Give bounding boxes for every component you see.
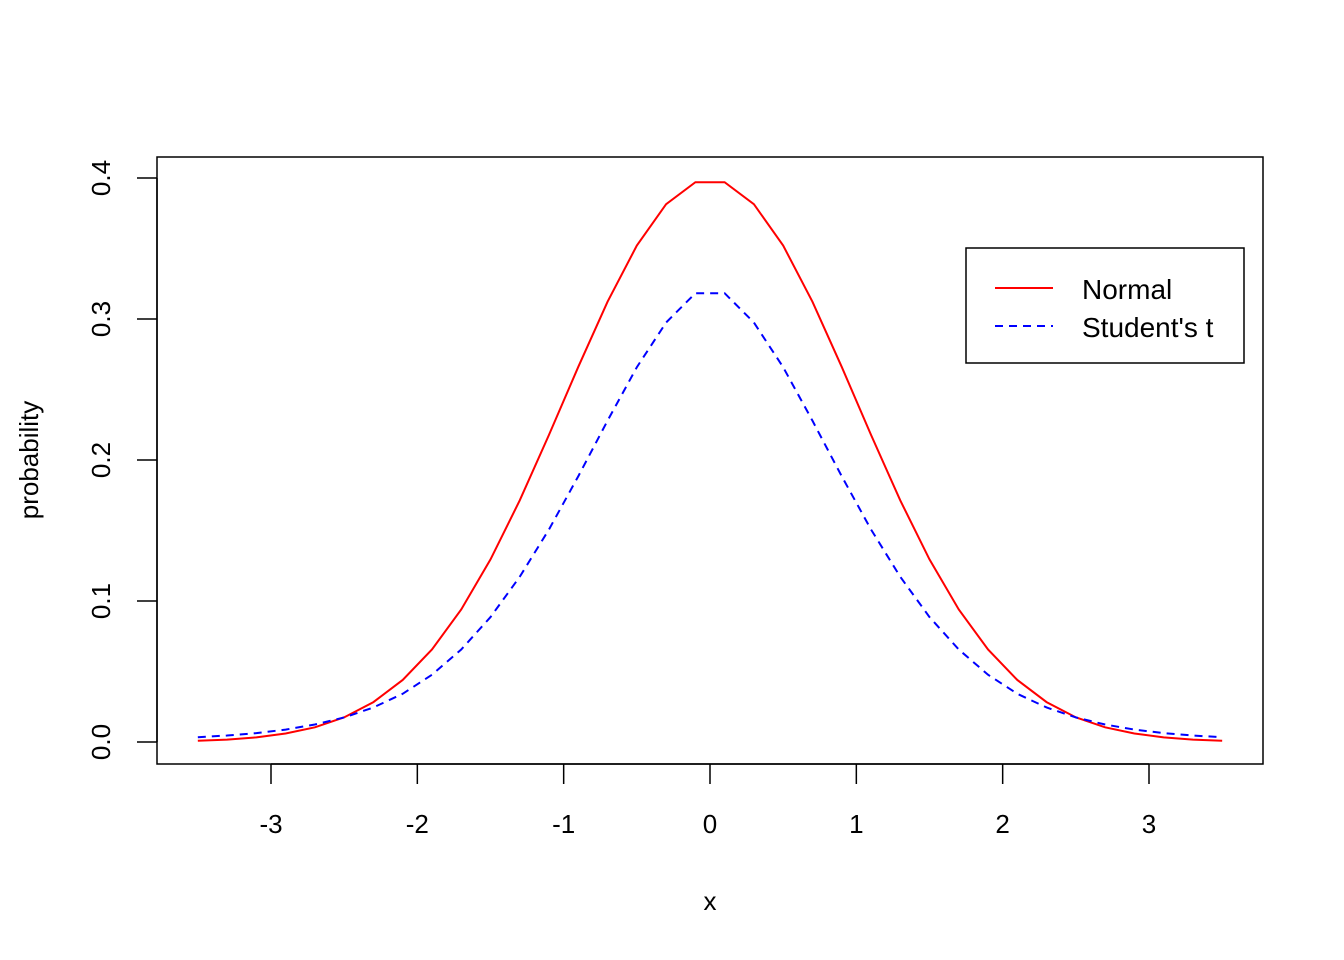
legend-label-normal: Normal (1082, 274, 1172, 305)
x-tick-label: -2 (406, 809, 429, 839)
y-axis-label: probability (14, 401, 44, 520)
legend: Normal Student's t (965, 247, 1245, 364)
x-axis-label: x (704, 886, 717, 916)
x-axis: -3 -2 -1 0 1 2 3 (259, 763, 1156, 839)
series-line (197, 181, 1223, 742)
series-normal (197, 181, 1223, 742)
y-axis: 0.0 0.1 0.2 0.3 0.4 (86, 160, 158, 760)
x-tick-label: 3 (1142, 809, 1156, 839)
x-tick-label: 0 (703, 809, 717, 839)
y-tick-label: 0.2 (86, 442, 116, 478)
x-tick-label: 2 (995, 809, 1009, 839)
x-tick-label: -3 (259, 809, 282, 839)
x-tick-label: 1 (849, 809, 863, 839)
x-tick-label: -1 (552, 809, 575, 839)
series-student-s-t (197, 292, 1223, 739)
y-tick-label: 0.3 (86, 301, 116, 337)
legend-box (965, 247, 1245, 364)
y-tick-label: 0.1 (86, 583, 116, 619)
legend-label-students-t: Student's t (1082, 312, 1214, 343)
y-tick-label: 0.0 (86, 724, 116, 760)
series-line (197, 292, 1223, 739)
y-tick-label: 0.4 (86, 160, 116, 196)
series-layer (197, 181, 1223, 742)
